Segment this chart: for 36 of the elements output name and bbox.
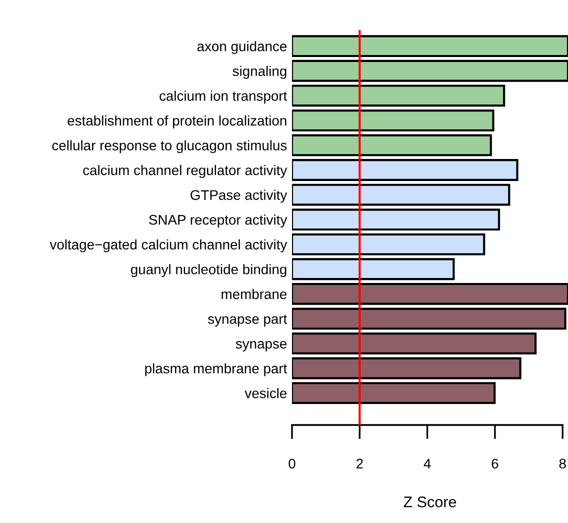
bar [292, 109, 494, 132]
x-tick-label: 2 [356, 458, 363, 468]
y-tick-label: calcium channel regulator activity [83, 164, 288, 178]
bar [292, 258, 455, 280]
bar [292, 35, 568, 58]
y-tick-label: plasma membrane part [145, 363, 288, 376]
y-tick-label: vesicle [244, 388, 287, 398]
bar [292, 134, 492, 156]
x-axis-title: Z Score [404, 496, 456, 508]
bar [292, 332, 537, 354]
x-tick-label: 4 [424, 458, 431, 468]
bar [292, 60, 568, 82]
y-tick-label: synapse part [208, 314, 288, 327]
y-tick-label: axon guidance [197, 41, 287, 54]
bar [292, 357, 522, 380]
x-tick-label: 8 [559, 458, 566, 469]
y-tick-label: synapse [236, 341, 287, 352]
x-tick-label: 6 [492, 458, 498, 469]
y-tick-label: calcium ion transport [160, 90, 288, 104]
y-tick-label: GTPase activity [190, 190, 288, 203]
y-tick-label: membrane [222, 288, 287, 300]
bar [292, 382, 496, 404]
y-tick-label: cellular response to glucagon stimulus [52, 140, 287, 154]
bar [292, 159, 518, 181]
bar [292, 233, 486, 256]
bar [292, 282, 568, 305]
bar [292, 84, 506, 107]
bar [292, 208, 500, 231]
y-tick-label: SNAP receptor activity [149, 214, 288, 228]
y-tick-label: establishment of protein localization [68, 115, 286, 128]
bar [292, 184, 510, 206]
bar [292, 308, 566, 330]
x-tick-label: 0 [288, 458, 296, 469]
y-tick-label: guanyl nucleotide binding [130, 264, 286, 278]
y-tick-label: signaling [232, 66, 286, 79]
y-tick-label: voltage−gated calcium channel activity [50, 239, 288, 252]
